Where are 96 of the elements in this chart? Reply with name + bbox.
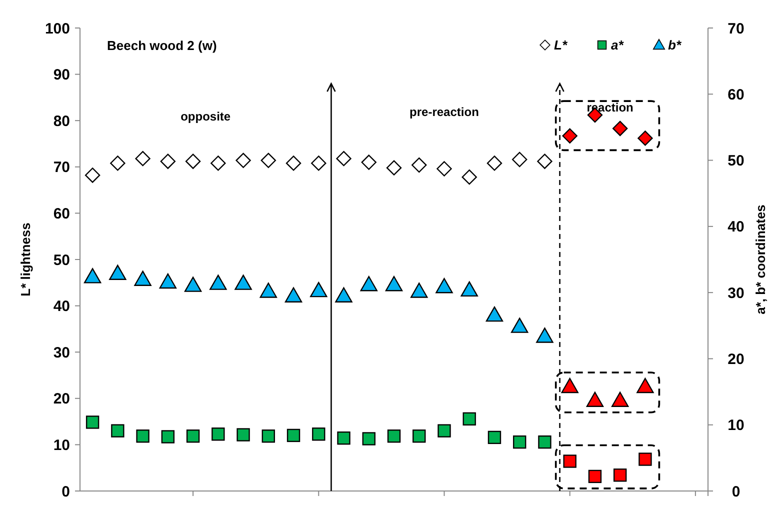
y-tick-label: 30: [53, 344, 70, 362]
point: [186, 430, 200, 443]
point: [563, 454, 576, 468]
annotation: opposite: [180, 110, 231, 124]
y-tick-label: 60: [53, 205, 70, 222]
point: [135, 150, 150, 166]
legend-label: L*: [554, 38, 568, 53]
point: [638, 452, 652, 466]
y2-tick-label: 60: [728, 86, 744, 104]
point: [586, 392, 604, 407]
y-tick-label: 50: [53, 252, 70, 269]
point: [286, 156, 302, 171]
point: [538, 435, 552, 449]
point: [312, 428, 326, 441]
point: [236, 152, 251, 168]
point: [385, 276, 403, 292]
y-tick-label: 70: [53, 159, 70, 176]
point: [210, 274, 227, 290]
point: [412, 430, 426, 443]
y2-axis-title: a*, b* coordinates: [753, 204, 768, 314]
y-tick-label: 10: [53, 436, 70, 454]
point: [284, 287, 302, 302]
point: [612, 120, 628, 136]
point: [362, 432, 376, 446]
y-tick-label: 80: [53, 112, 70, 130]
point: [260, 282, 277, 298]
point: [511, 318, 528, 333]
point: [336, 150, 352, 166]
point: [110, 156, 126, 171]
point: [438, 424, 451, 438]
point: [212, 428, 225, 441]
point: [160, 154, 176, 169]
text: Beech wood 2 (w): [107, 38, 217, 53]
point: [638, 130, 653, 146]
y-tick-label: 0: [62, 483, 70, 500]
point: [562, 128, 578, 144]
point: [184, 276, 202, 292]
y-axis-title: L* lightness: [18, 222, 33, 296]
point: [486, 156, 502, 171]
point: [109, 264, 126, 280]
legend-label: b*: [668, 38, 682, 53]
point: [462, 412, 476, 426]
point: [361, 154, 376, 170]
y2-tick-label: 10: [728, 417, 744, 434]
annotation: pre-reaction: [410, 104, 479, 119]
y-tick-label: 40: [53, 298, 70, 316]
point: [636, 378, 654, 394]
point: [436, 161, 452, 176]
point: [410, 282, 428, 298]
point: [462, 169, 477, 185]
point: [335, 287, 352, 302]
point: [588, 470, 602, 484]
y2-tick-label: 40: [728, 218, 744, 236]
y-tick-label: 100: [44, 20, 70, 38]
y2-tick-label: 70: [728, 20, 744, 38]
point: [387, 430, 401, 443]
legend-label: a*: [611, 38, 624, 53]
point: [286, 428, 300, 442]
point: [311, 156, 326, 171]
y-tick-label: 90: [53, 66, 70, 84]
point: [486, 306, 504, 322]
point: [460, 281, 478, 297]
y2-tick-label: 0: [732, 483, 740, 500]
annotation: reaction: [586, 100, 634, 114]
point: [185, 154, 201, 169]
point: [386, 160, 402, 176]
y2-tick-label: 20: [728, 350, 744, 368]
point: [436, 278, 453, 294]
point: [611, 392, 629, 407]
point: [84, 168, 100, 183]
point: [236, 428, 250, 442]
point: [86, 416, 100, 429]
point: [513, 435, 526, 449]
point: [412, 157, 427, 173]
y2-tick-label: 50: [728, 152, 744, 170]
point: [161, 430, 175, 444]
point: [488, 430, 502, 444]
point: [260, 152, 276, 168]
point: [561, 378, 578, 394]
point: [136, 430, 150, 443]
y-tick-label: 20: [53, 390, 70, 408]
point: [310, 282, 328, 298]
point: [234, 274, 252, 290]
point: [512, 152, 528, 168]
point: [536, 328, 554, 343]
point: [360, 276, 378, 292]
point: [84, 268, 102, 284]
point: [262, 430, 275, 443]
point: [337, 431, 350, 445]
point: [159, 273, 177, 289]
point: [111, 424, 124, 438]
point: [613, 468, 627, 482]
point: [537, 154, 552, 169]
point: [210, 156, 226, 171]
y2-tick-label: 30: [728, 284, 744, 302]
point: [134, 270, 152, 286]
